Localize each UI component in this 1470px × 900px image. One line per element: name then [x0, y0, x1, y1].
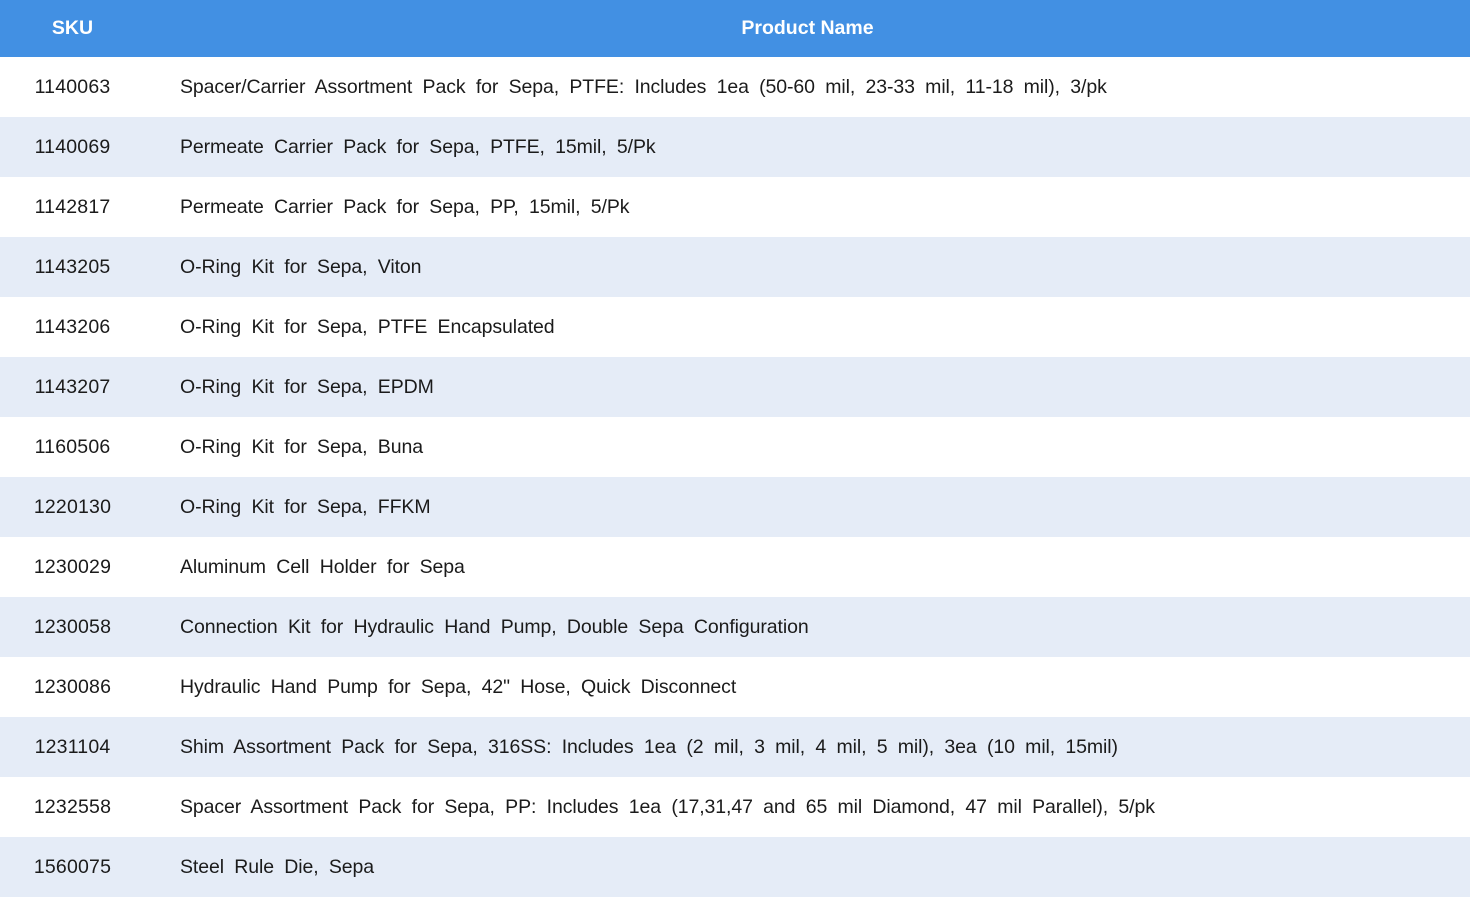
- sku-cell: 1230086: [33, 675, 112, 698]
- table-row: 1232558 Spacer Assortment Pack for Sepa,…: [0, 777, 1470, 837]
- product-name-cell: Permeate Carrier Pack for Sepa, PP, 15mi…: [180, 195, 630, 218]
- sku-cell: 1231104: [34, 735, 111, 758]
- product-name-cell: Spacer/Carrier Assortment Pack for Sepa,…: [180, 75, 1107, 98]
- table-row: 1140069 Permeate Carrier Pack for Sepa, …: [0, 117, 1470, 177]
- table-row: 1160506 O-Ring Kit for Sepa, Buna: [0, 417, 1470, 477]
- sku-cell: 1140063: [34, 75, 111, 98]
- table-row: 1143207 O-Ring Kit for Sepa, EPDM: [0, 357, 1470, 417]
- table-row: 1143205 O-Ring Kit for Sepa, Viton: [0, 237, 1470, 297]
- table-row: 1142817 Permeate Carrier Pack for Sepa, …: [0, 177, 1470, 237]
- product-name-cell: Hydraulic Hand Pump for Sepa, 42" Hose, …: [180, 675, 737, 698]
- product-name-cell: Shim Assortment Pack for Sepa, 316SS: In…: [180, 735, 1118, 758]
- sku-cell: 1143206: [34, 315, 111, 338]
- table-row: 1230029 Aluminum Cell Holder for Sepa: [0, 537, 1470, 597]
- sku-cell: 1230029: [33, 555, 112, 578]
- product-name-cell: Steel Rule Die, Sepa: [180, 855, 375, 878]
- sku-cell: 1143205: [34, 255, 111, 278]
- table-row: 1143206 O-Ring Kit for Sepa, PTFE Encaps…: [0, 297, 1470, 357]
- sku-cell: 1160506: [34, 435, 111, 458]
- sku-cell: 1143207: [34, 375, 111, 398]
- table-row: 1220130 O-Ring Kit for Sepa, FFKM: [0, 477, 1470, 537]
- product-name-cell: O-Ring Kit for Sepa, Buna: [180, 435, 423, 458]
- product-name-cell: Connection Kit for Hydraulic Hand Pump, …: [180, 615, 809, 638]
- sku-cell: 1220130: [33, 495, 112, 518]
- product-name-cell: O-Ring Kit for Sepa, EPDM: [180, 375, 434, 398]
- product-name-cell: Aluminum Cell Holder for Sepa: [180, 555, 465, 578]
- sku-cell: 1560075: [33, 855, 112, 878]
- sku-cell: 1142817: [34, 195, 111, 218]
- table-row: 1140063 Spacer/Carrier Assortment Pack f…: [0, 57, 1470, 117]
- column-header-product-name: Product Name: [741, 17, 874, 39]
- table-row: 1231104 Shim Assortment Pack for Sepa, 3…: [0, 717, 1470, 777]
- sku-cell: 1140069: [34, 135, 111, 158]
- sku-cell: 1230058: [33, 615, 112, 638]
- product-name-cell: Permeate Carrier Pack for Sepa, PTFE, 15…: [180, 135, 656, 158]
- table-row: 1230086 Hydraulic Hand Pump for Sepa, 42…: [0, 657, 1470, 717]
- sku-cell: 1232558: [33, 795, 112, 818]
- product-name-cell: O-Ring Kit for Sepa, FFKM: [180, 495, 431, 518]
- column-header-sku: SKU: [51, 17, 94, 39]
- table-row: 1230058 Connection Kit for Hydraulic Han…: [0, 597, 1470, 657]
- table-header-row: SKU Product Name: [0, 0, 1470, 57]
- table-body: 1140063 Spacer/Carrier Assortment Pack f…: [0, 57, 1470, 897]
- table-row: 1560075 Steel Rule Die, Sepa: [0, 837, 1470, 897]
- product-name-cell: O-Ring Kit for Sepa, Viton: [180, 255, 422, 278]
- product-name-cell: O-Ring Kit for Sepa, PTFE Encapsulated: [180, 315, 555, 338]
- product-name-cell: Spacer Assortment Pack for Sepa, PP: Inc…: [180, 795, 1155, 818]
